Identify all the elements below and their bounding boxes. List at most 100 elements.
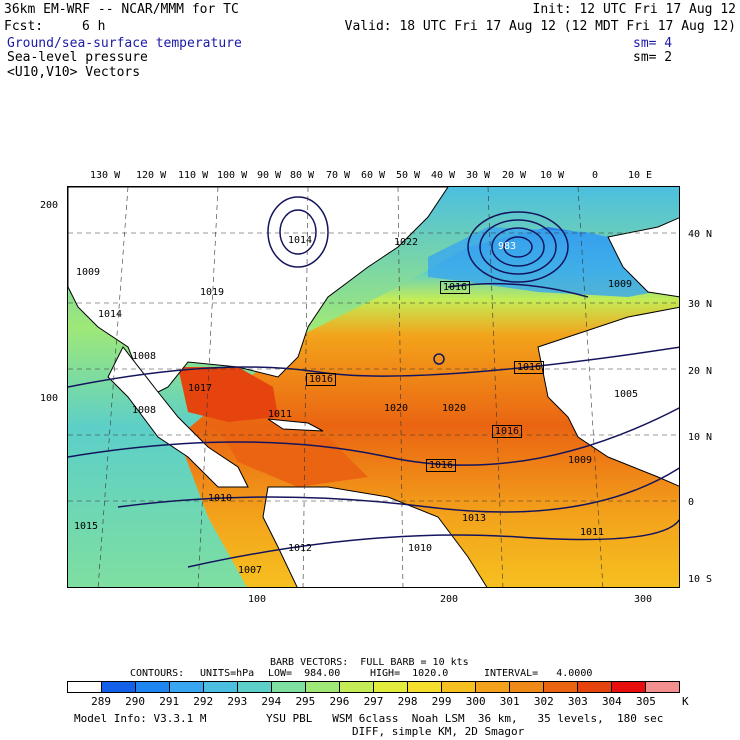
forecast-value: 6 h <box>82 19 106 34</box>
model-info: Model Info: V3.3.1 M <box>74 712 207 725</box>
color-swatch <box>238 682 272 692</box>
europe-land <box>607 217 679 298</box>
lon-label: 40 W <box>431 170 456 181</box>
colorbar-tick-label: 290 <box>125 695 146 708</box>
color-swatch <box>578 682 612 692</box>
field-sst: Ground/sea-surface temperature <box>7 36 242 51</box>
pressure-label: 1022 <box>394 237 419 248</box>
color-swatch <box>374 682 408 692</box>
pressure-label: 1009 <box>568 455 593 466</box>
pressure-label: 1013 <box>462 513 487 524</box>
colorbar-tick-label: 301 <box>499 695 520 708</box>
colorbar-tick-label: 303 <box>567 695 588 708</box>
pressure-label: 1019 <box>200 287 225 298</box>
cuba-island <box>267 418 324 432</box>
pressure-label: 1012 <box>288 543 313 554</box>
init-time: Init: 12 UTC Fri 17 Aug 12 <box>532 2 737 17</box>
pressure-label: 1017 <box>188 383 213 394</box>
colorbar-tick-label: 299 <box>431 695 452 708</box>
lon-label: 70 W <box>326 170 351 181</box>
pressure-label: 1016 <box>440 281 471 294</box>
lon-label: 10 W <box>540 170 565 181</box>
pressure-label: 1016 <box>306 373 337 386</box>
pressure-label: 1020 <box>442 403 467 414</box>
lon-label: 130 W <box>90 170 121 181</box>
pressure-label: 1005 <box>614 389 639 400</box>
lon-label: 60 W <box>361 170 386 181</box>
color-swatch <box>408 682 442 692</box>
field-sst-smoothing: sm= 4 <box>633 36 673 51</box>
pressure-label: 1014 <box>288 235 313 246</box>
colorbar-tick-label: 296 <box>329 695 350 708</box>
lon-label: 20 W <box>502 170 527 181</box>
lon-label: 50 W <box>396 170 421 181</box>
lat-label: 20 N <box>688 366 713 377</box>
pressure-label: 1008 <box>132 405 157 416</box>
color-swatch <box>306 682 340 692</box>
lon-label: 0 <box>592 170 599 181</box>
pressure-label: 1010 <box>408 543 433 554</box>
contour-low: LOW= 984.00 <box>268 668 341 679</box>
color-swatch <box>544 682 578 692</box>
color-swatch <box>442 682 476 692</box>
colorbar-tick-label: 298 <box>397 695 418 708</box>
lat-label: 40 N <box>688 229 713 240</box>
color-swatch <box>340 682 374 692</box>
lat-label: 0 <box>688 497 695 508</box>
lat-lon-grid <box>68 187 679 587</box>
pressure-label: 1016 <box>426 459 457 472</box>
colorbar-tick-label: 302 <box>533 695 554 708</box>
lon-label: 120 W <box>136 170 167 181</box>
color-swatch <box>612 682 646 692</box>
grid-label-bottom: 100 <box>248 594 267 605</box>
contour-high: HIGH= 1020.0 <box>370 668 449 679</box>
colorbar-tick-label: 293 <box>227 695 248 708</box>
colorbar-tick-label: 300 <box>465 695 486 708</box>
pressure-label: 1014 <box>98 309 123 320</box>
pressure-label: 1009 <box>76 267 101 278</box>
model-title: 36km EM-WRF -- NCAR/MMM for TC <box>4 2 239 17</box>
color-swatch <box>136 682 170 692</box>
lat-label: 10 N <box>688 432 713 443</box>
grid-label-bottom: 300 <box>634 594 653 605</box>
gulf-warm-pool <box>178 367 278 422</box>
contour-interval: INTERVAL= 4.0000 <box>484 668 593 679</box>
pressure-label: 1011 <box>268 409 293 420</box>
colorbar-tick-label: 294 <box>261 695 282 708</box>
colorbar-tick-label: 291 <box>159 695 180 708</box>
colorbar-tick-label: 297 <box>363 695 384 708</box>
barb-legend: BARB VECTORS: FULL BARB = 10 kts <box>270 657 469 668</box>
grid-label-left: 100 <box>40 393 59 404</box>
colorbar-tick-label: 289 <box>91 695 111 708</box>
color-swatch <box>68 682 102 692</box>
field-slp: Sea-level pressure <box>7 50 148 65</box>
lon-label: 10 E <box>628 170 653 181</box>
pressure-label: 983 <box>498 241 517 252</box>
lon-label: 30 W <box>466 170 491 181</box>
valid-time: Valid: 18 UTC Fri 17 Aug 12 (12 MDT Fri … <box>344 19 736 34</box>
color-swatch <box>510 682 544 692</box>
grid-label-left: 200 <box>40 200 59 211</box>
colorbar-tick-label: 304 <box>601 695 622 708</box>
colorbar-tick-label: 295 <box>295 695 316 708</box>
forecast-label: Fcst: <box>4 19 44 34</box>
pressure-label: 1009 <box>608 279 633 290</box>
color-swatch <box>170 682 204 692</box>
grid-label-bottom: 200 <box>440 594 459 605</box>
colorbar-tick-label: 292 <box>193 695 214 708</box>
pressure-label: 1008 <box>132 351 157 362</box>
field-slp-smoothing: sm= 2 <box>633 50 673 65</box>
colorbar-unit: K <box>682 695 689 708</box>
pressure-label: 1007 <box>238 565 263 576</box>
pressure-label: 1015 <box>74 521 99 532</box>
pressure-label: 1016 <box>492 425 523 438</box>
physics-info: YSU PBL WSM 6class Noah LSM 36 km, 35 le… <box>266 712 664 725</box>
lat-label: 30 N <box>688 299 713 310</box>
pressure-label: 1020 <box>384 403 409 414</box>
field-vectors: <U10,V10> Vectors <box>7 65 141 80</box>
north-america-land <box>68 187 449 398</box>
color-swatch <box>272 682 306 692</box>
lat-label: 10 S <box>688 574 713 585</box>
pressure-label: 1016 <box>514 361 545 374</box>
colorbar-tick-label: 305 <box>636 695 656 708</box>
